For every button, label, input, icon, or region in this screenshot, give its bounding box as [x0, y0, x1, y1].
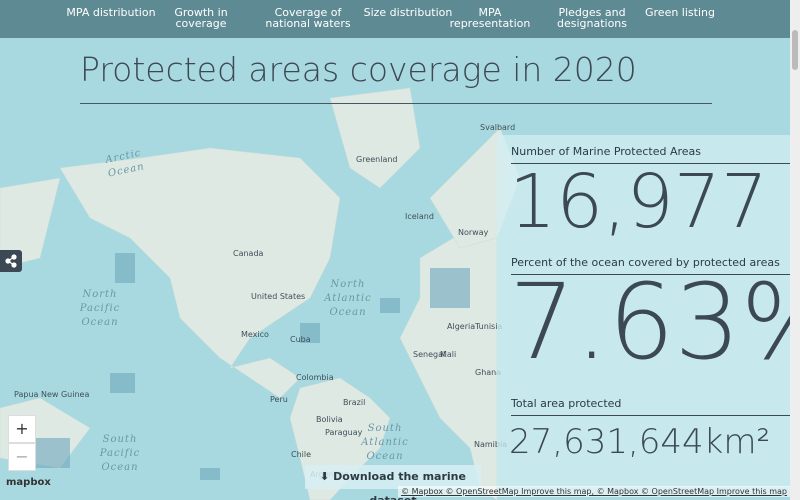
map-label: North Pacific Ocean — [79, 289, 121, 328]
download-text[interactable]: Download the marine dataset — [333, 470, 466, 500]
stat-label: Number of Marine Protected Areas — [511, 145, 702, 158]
stat-rule — [511, 274, 790, 275]
stat-rule — [511, 163, 790, 164]
mapbox-logo[interactable]: mapbox — [6, 477, 51, 488]
zoom-out[interactable]: − — [8, 443, 36, 471]
nav-link[interactable]: Growth in coverage — [174, 6, 228, 30]
map-label: Colombia — [296, 373, 334, 382]
map-label: Chile — [291, 450, 312, 459]
nav-link[interactable]: Coverage of national waters — [265, 6, 351, 30]
map-label: Namibia — [474, 440, 508, 449]
stats-panel: Number of Marine Protected Areas 16,977 Pe… — [497, 135, 800, 487]
map-label: Bolivia — [316, 415, 343, 424]
scroll-thumb[interactable] — [792, 30, 798, 70]
map-label: North Atlantic Ocean — [324, 279, 372, 318]
zoom-in[interactable]: + — [8, 415, 36, 443]
map-label: Papua New Guinea — [14, 390, 90, 399]
map-label: Ghana — [475, 368, 502, 377]
map-label: South Pacific Ocean — [99, 434, 141, 473]
download-button[interactable]: ⬇ Download the marine dataset — [305, 465, 481, 500]
scrollbar — [790, 0, 800, 500]
stat-label: Total area protected — [511, 397, 622, 410]
map-label: Cuba — [290, 335, 311, 344]
map-label: South Atlantic Ocean — [361, 423, 409, 462]
share-icon — [5, 254, 17, 268]
stat-value: 7.63% — [509, 261, 800, 383]
map-label: Brazil — [343, 398, 366, 407]
stat-label: Percent of the ocean covered by protecte… — [511, 256, 780, 269]
nav-link[interactable]: MPA distribution — [66, 6, 156, 19]
stat-rule — [511, 415, 790, 416]
map-label: Greenland — [356, 155, 398, 164]
title-rule — [80, 103, 712, 104]
map-label: Algeria — [447, 322, 476, 331]
nav-link[interactable]: MPA representation — [449, 6, 531, 30]
nav-link[interactable]: Size distribution — [363, 6, 453, 19]
map-label: United States — [251, 292, 306, 301]
map-label: Norway — [458, 228, 489, 237]
page-title: Protected areas coverage in 2020 — [80, 50, 637, 89]
attribution[interactable]: © Mapbox © OpenStreetMap Improve this ma… — [398, 486, 790, 497]
stat-value: 27,631,644km² — [509, 422, 771, 462]
stat-value: 16,977 — [509, 159, 768, 245]
map-label: Senegal — [413, 350, 446, 359]
map-label: Paraguay — [325, 428, 363, 437]
map-label: Peru — [270, 395, 288, 404]
map-label: Mali — [440, 350, 457, 359]
map-label: Canada — [233, 249, 264, 258]
map-label: Svalbard — [480, 123, 516, 132]
nav-link[interactable]: Green listing — [645, 6, 715, 19]
nav-bar: MPA distribution Growth in coverage Covera… — [0, 0, 790, 38]
map-label: Iceland — [405, 212, 434, 221]
share-button[interactable] — [0, 250, 22, 272]
map-label: Mexico — [241, 330, 269, 339]
map-label: Tunisia — [475, 322, 503, 331]
nav-link[interactable]: Pledges and designations — [556, 6, 628, 30]
